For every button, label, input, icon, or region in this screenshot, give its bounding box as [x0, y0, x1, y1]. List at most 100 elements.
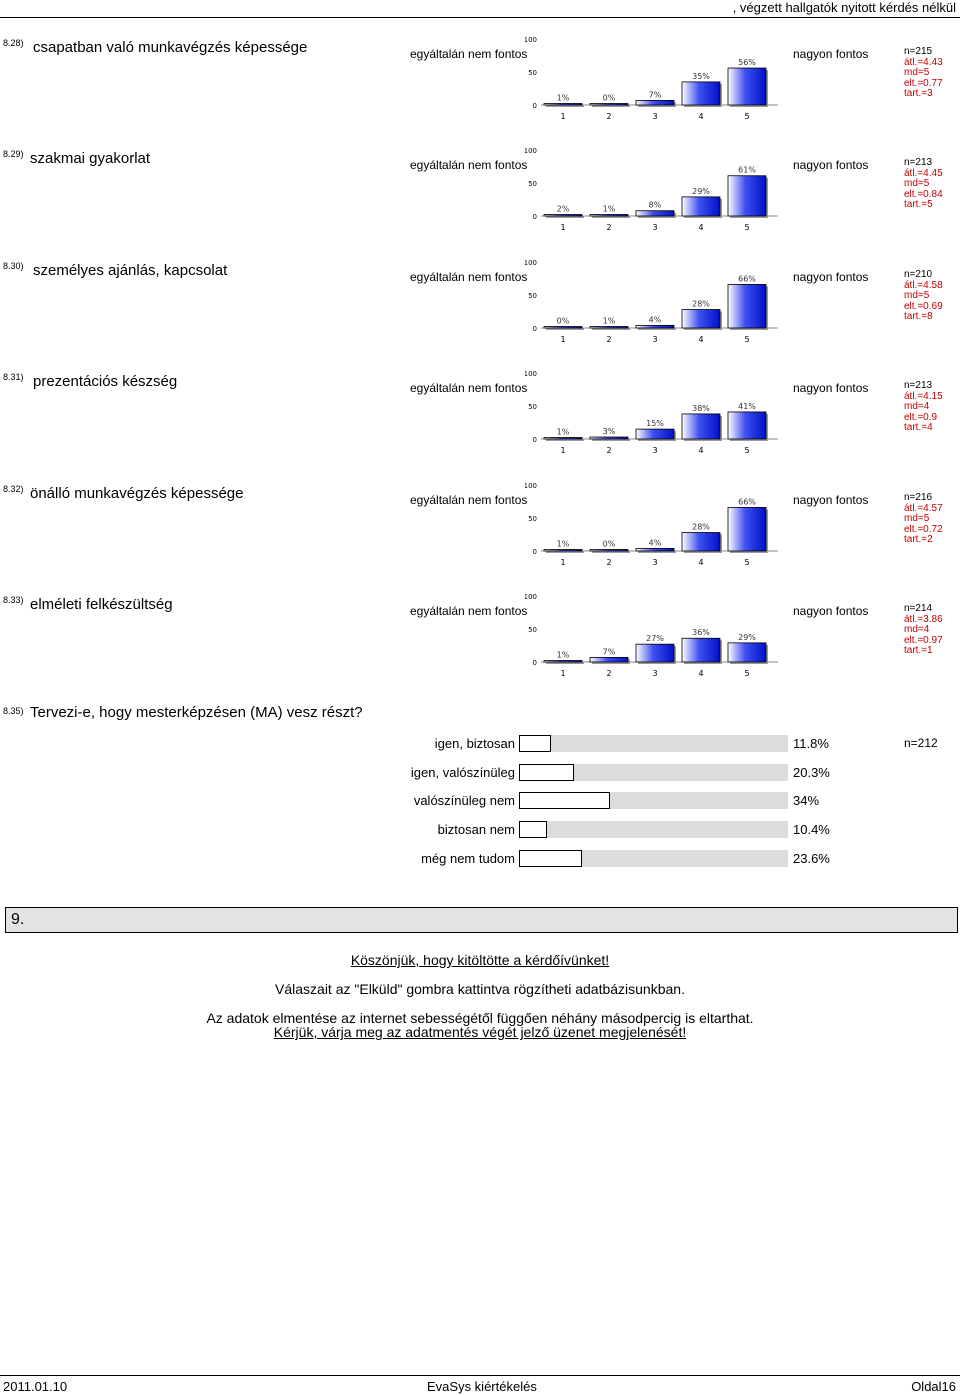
- stat-mean: átl.=4.57: [904, 502, 943, 514]
- bar: [727, 67, 767, 106]
- bar: [681, 413, 721, 440]
- scale-left-label: egyáltalán nem fontos: [410, 604, 528, 618]
- bar: [727, 411, 767, 440]
- stat-abstain: tart.=2: [904, 534, 933, 546]
- stat-mean: átl.=4.58: [904, 279, 943, 291]
- answer-bar-fill: [519, 821, 547, 838]
- x-tick-label: 5: [744, 446, 749, 455]
- answer-row: még nem tudom 23.6%: [0, 848, 960, 870]
- stat-n: n=213: [904, 380, 933, 391]
- bar-value-label: 41%: [738, 402, 756, 411]
- distribution-chart: 0 50 100 1% 1 0% 2 7% 3 35% 4 56% 5: [524, 33, 780, 128]
- answer-bar-fill: [519, 850, 582, 867]
- bar-value-label: 4%: [649, 315, 662, 324]
- bar-value-label: 29%: [692, 187, 710, 196]
- stat-deviation: elt.=0.69: [904, 300, 943, 312]
- question-number: 8.29): [3, 149, 24, 159]
- bar-shadow: [592, 216, 630, 218]
- answer-bar-track: [519, 792, 788, 809]
- bar: [727, 175, 767, 217]
- bar: [635, 99, 675, 106]
- y-tick-label: 100: [525, 36, 537, 44]
- answer-label: igen, valószínüleg: [410, 765, 515, 780]
- x-tick-label: 2: [606, 223, 611, 232]
- answer-label: igen, biztosan: [434, 736, 515, 751]
- bar: [727, 507, 767, 552]
- y-tick-label: 100: [525, 259, 537, 267]
- y-tick-label: 100: [525, 370, 537, 378]
- x-tick-label: 3: [652, 669, 657, 678]
- bar-value-label: 38%: [692, 404, 710, 413]
- y-tick-label: 50: [528, 180, 537, 188]
- question-number: 8.32): [3, 484, 24, 494]
- distribution-chart: 0 50 100 1% 1 7% 2 27% 3 36% 4 29% 5: [524, 590, 780, 685]
- stat-n: n=213: [904, 157, 933, 168]
- bar-shadow: [592, 328, 630, 330]
- bar-shadow: [592, 551, 630, 553]
- x-tick-label: 3: [652, 112, 657, 121]
- header-divider: [0, 17, 960, 18]
- stat-deviation: elt.=0.97: [904, 634, 943, 646]
- distribution-chart: 0 50 100 2% 1 1% 2 8% 3 29% 4 61% 5: [524, 144, 780, 239]
- bar: [635, 547, 675, 552]
- question-block: 8.32) önálló munkavégzés képessége egyálta…: [0, 479, 960, 591]
- bar-chart-svg: 0 50 100 1% 1 0% 2 7% 3 35% 4 56% 5: [524, 36, 778, 121]
- bar-value-label: 2%: [557, 205, 570, 214]
- bar-value-label: 1%: [557, 651, 570, 660]
- answer-label: biztosan nem: [437, 822, 515, 837]
- answer-percent: 23.6%: [793, 851, 830, 866]
- question-block: 8.33) elméleti felkészültség egyáltalán ne…: [0, 590, 960, 702]
- bar-value-label: 28%: [692, 523, 710, 532]
- save-wait-note: Az adatok elmentése az internet sebesség…: [206, 1010, 754, 1026]
- y-tick-label: 0: [533, 213, 537, 221]
- stat-median: md=5: [904, 513, 930, 525]
- scale-right-label: nagyon fontos: [793, 493, 869, 507]
- bar: [635, 643, 675, 663]
- bar: [681, 196, 721, 217]
- bar-chart-svg: 0 50 100 2% 1 1% 2 8% 3 29% 4 61% 5: [524, 147, 778, 232]
- bar-value-label: 7%: [649, 90, 662, 99]
- stat-abstain: tart.=5: [904, 199, 933, 211]
- bar: [589, 549, 629, 552]
- bar-chart-svg: 0 50 100 0% 1 1% 2 4% 3 28% 4 66% 5: [524, 259, 778, 344]
- x-tick-label: 4: [698, 223, 703, 232]
- x-tick-label: 1: [560, 112, 565, 121]
- answer-row: biztosan nem 10.4%: [0, 819, 960, 841]
- scale-right-label: nagyon fontos: [793, 158, 869, 172]
- question-label: elméleti felkészültség: [30, 596, 173, 613]
- page-header-title: , végzett hallgatók nyitott kérdés nélkü…: [732, 0, 956, 15]
- section-header: 9.: [5, 907, 958, 933]
- answer-bar-fill: [519, 792, 610, 809]
- answer-bar-fill: [519, 764, 574, 781]
- y-tick-label: 0: [533, 436, 537, 444]
- x-tick-label: 1: [560, 558, 565, 567]
- answer-bar-track: [519, 850, 788, 867]
- bar-shadow: [592, 105, 630, 107]
- bar-shadow: [546, 662, 584, 664]
- bar: [543, 103, 583, 106]
- bar: [589, 214, 629, 217]
- footer-title: EvaSys kiértékelés: [427, 1379, 537, 1394]
- x-tick-label: 4: [698, 335, 703, 344]
- stats-box: n=216 átl.=4.57 md=5 elt.=0.72 tart.=2: [904, 492, 943, 546]
- question-block: 8.31) prezentációs készség egyáltalán nem …: [0, 367, 960, 479]
- stat-abstain: tart.=3: [904, 88, 933, 100]
- x-tick-label: 3: [652, 335, 657, 344]
- stat-abstain: tart.=8: [904, 311, 933, 323]
- stats-box: n=214 átl.=3.86 md=4 elt.=0.97 tart.=1: [904, 603, 943, 657]
- answer-percent: 34%: [793, 793, 820, 808]
- stat-n: n=216: [904, 492, 933, 503]
- bar-value-label: 1%: [557, 94, 570, 103]
- bar-chart-svg: 0 50 100 1% 1 7% 2 27% 3 36% 4 29% 5: [524, 593, 778, 678]
- y-tick-label: 50: [528, 403, 537, 411]
- stats-box: n=213 átl.=4.15 md=4 elt.=0.9 tart.=4: [904, 380, 943, 434]
- bar: [543, 660, 583, 663]
- bar: [635, 210, 675, 217]
- footer-date: 2011.01.10: [3, 1379, 68, 1394]
- x-tick-label: 2: [606, 335, 611, 344]
- question-label: szakmai gyakorlat: [30, 150, 151, 167]
- x-tick-label: 5: [744, 223, 749, 232]
- question-label: prezentációs készség: [33, 373, 178, 390]
- question-label: csapatban való munkavégzés képessége: [33, 39, 308, 56]
- bar: [543, 214, 583, 217]
